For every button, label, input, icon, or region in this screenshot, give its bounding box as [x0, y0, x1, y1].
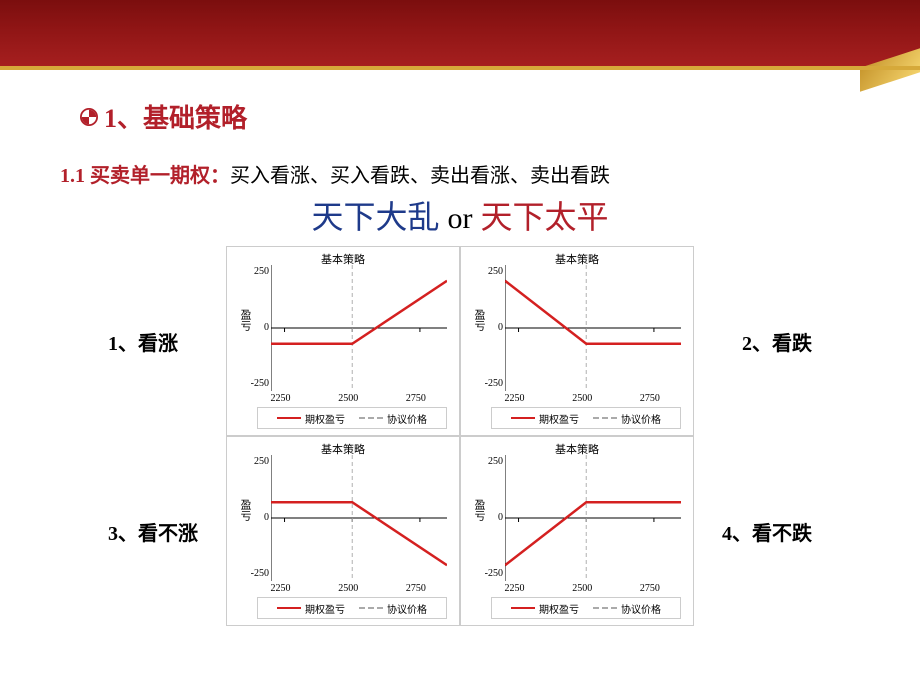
legend-swatch-solid — [511, 607, 535, 609]
legend-label-pnl: 期权盈亏 — [539, 411, 579, 426]
quote-left: 天下大乱 — [311, 199, 439, 235]
quote-or: or — [448, 202, 473, 235]
top-decorative-bar — [0, 0, 920, 70]
legend-swatch-dash — [359, 607, 383, 609]
xtick: 2250 — [505, 583, 525, 594]
content-area: 1、基础策略 1.1 买卖单一期权：买入看涨、买入看跌、卖出看涨、卖出看跌 天下… — [0, 90, 920, 690]
quote-right: 天下太平 — [481, 199, 609, 235]
legend-item-pnl: 期权盈亏 — [277, 601, 345, 616]
xtick: 2500 — [338, 393, 358, 404]
legend-swatch-solid — [277, 417, 301, 419]
chart-plot — [505, 265, 681, 391]
legend-label-strike: 协议价格 — [387, 411, 427, 426]
legend-item-strike: 协议价格 — [359, 601, 427, 616]
chart-legend: 期权盈亏 协议价格 — [491, 597, 681, 619]
legend-item-strike: 协议价格 — [359, 411, 427, 426]
chart-4: 基本策略盈亏-2500250225025002750期权盈亏协议价格 — [460, 436, 694, 626]
charts-container: 基本策略盈亏-2500250225025002750期权盈亏协议价格基本策略盈亏… — [226, 246, 694, 626]
right-label-column: 2、看跌 4、看不跌 — [702, 246, 812, 626]
chart-plot — [271, 455, 447, 581]
legend-swatch-solid — [277, 607, 301, 609]
ytick: -250 — [245, 378, 269, 389]
label-4: 4、看不跌 — [702, 517, 812, 546]
xtick: 2750 — [406, 393, 426, 404]
bullet-icon — [80, 108, 98, 126]
ytick: -250 — [479, 378, 503, 389]
xtick: 2750 — [406, 583, 426, 594]
chart-grid: 1、看涨 3、看不涨 基本策略盈亏-2500250225025002750期权盈… — [30, 246, 890, 626]
ytick: 0 — [479, 512, 503, 523]
xtick: 2750 — [640, 393, 660, 404]
chart-legend: 期权盈亏 协议价格 — [491, 407, 681, 429]
chart-2: 基本策略盈亏-2500250225025002750期权盈亏协议价格 — [460, 246, 694, 436]
legend-swatch-dash — [593, 607, 617, 609]
legend-label-pnl: 期权盈亏 — [305, 601, 345, 616]
chart-plot — [505, 455, 681, 581]
ytick: 0 — [479, 322, 503, 333]
legend-item-strike: 协议价格 — [593, 411, 661, 426]
heading-1: 1、基础策略 — [80, 98, 890, 135]
xtick: 2500 — [572, 393, 592, 404]
heading-2-prefix: 1.1 买卖单一期权： — [60, 165, 230, 187]
legend-label-strike: 协议价格 — [621, 411, 661, 426]
ytick: 250 — [479, 456, 503, 467]
chart-3: 基本策略盈亏-2500250225025002750期权盈亏协议价格 — [226, 436, 460, 626]
ytick: 0 — [245, 512, 269, 523]
legend-item-pnl: 期权盈亏 — [511, 411, 579, 426]
ytick: 0 — [245, 322, 269, 333]
ytick: -250 — [479, 568, 503, 579]
heading-1-text: 1、基础策略 — [104, 98, 247, 135]
legend-label-strike: 协议价格 — [621, 601, 661, 616]
quote-line: 天下大乱 or 天下太平 — [30, 192, 890, 238]
xtick: 2500 — [338, 583, 358, 594]
chart-legend: 期权盈亏 协议价格 — [257, 597, 447, 619]
xtick: 2500 — [572, 583, 592, 594]
chart-1: 基本策略盈亏-2500250225025002750期权盈亏协议价格 — [226, 246, 460, 436]
label-2: 2、看跌 — [702, 327, 812, 356]
legend-swatch-solid — [511, 417, 535, 419]
legend-label-pnl: 期权盈亏 — [539, 601, 579, 616]
legend-item-strike: 协议价格 — [593, 601, 661, 616]
xtick: 2250 — [505, 393, 525, 404]
label-1: 1、看涨 — [108, 327, 218, 356]
ytick: 250 — [245, 266, 269, 277]
legend-swatch-dash — [359, 417, 383, 419]
heading-2-rest: 买入看涨、买入看跌、卖出看涨、卖出看跌 — [230, 165, 610, 187]
accent-line — [0, 66, 920, 70]
chart-plot — [271, 265, 447, 391]
chart-legend: 期权盈亏 协议价格 — [257, 407, 447, 429]
heading-2: 1.1 买卖单一期权：买入看涨、买入看跌、卖出看涨、卖出看跌 — [60, 159, 890, 188]
ytick: -250 — [245, 568, 269, 579]
legend-item-pnl: 期权盈亏 — [511, 601, 579, 616]
xtick: 2250 — [271, 393, 291, 404]
left-label-column: 1、看涨 3、看不涨 — [108, 246, 218, 626]
ytick: 250 — [245, 456, 269, 467]
legend-swatch-dash — [593, 417, 617, 419]
xtick: 2250 — [271, 583, 291, 594]
ytick: 250 — [479, 266, 503, 277]
label-3: 3、看不涨 — [108, 517, 218, 546]
legend-label-strike: 协议价格 — [387, 601, 427, 616]
xtick: 2750 — [640, 583, 660, 594]
legend-item-pnl: 期权盈亏 — [277, 411, 345, 426]
legend-label-pnl: 期权盈亏 — [305, 411, 345, 426]
